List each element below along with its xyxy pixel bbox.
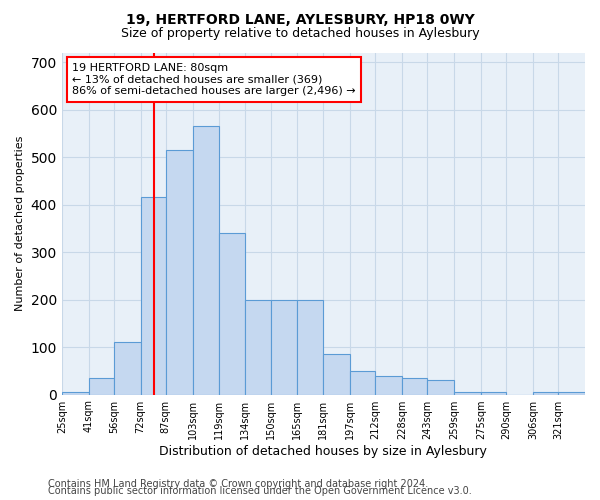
Bar xyxy=(350,371,376,394)
Text: 19, HERTFORD LANE, AYLESBURY, HP18 0WY: 19, HERTFORD LANE, AYLESBURY, HP18 0WY xyxy=(125,12,475,26)
Bar xyxy=(296,300,323,394)
Bar xyxy=(533,392,558,394)
Bar xyxy=(89,378,114,394)
Bar xyxy=(166,150,193,394)
Text: Contains public sector information licensed under the Open Government Licence v3: Contains public sector information licen… xyxy=(48,486,472,496)
Text: Contains HM Land Registry data © Crown copyright and database right 2024.: Contains HM Land Registry data © Crown c… xyxy=(48,479,428,489)
Bar xyxy=(402,378,427,394)
Bar xyxy=(220,233,245,394)
X-axis label: Distribution of detached houses by size in Aylesbury: Distribution of detached houses by size … xyxy=(160,444,487,458)
Text: Size of property relative to detached houses in Aylesbury: Size of property relative to detached ho… xyxy=(121,28,479,40)
Bar xyxy=(481,392,506,394)
Bar xyxy=(376,376,402,394)
Text: 19 HERTFORD LANE: 80sqm
← 13% of detached houses are smaller (369)
86% of semi-d: 19 HERTFORD LANE: 80sqm ← 13% of detache… xyxy=(72,63,356,96)
Bar xyxy=(454,392,481,394)
Bar xyxy=(140,198,166,394)
Bar xyxy=(427,380,454,394)
Bar xyxy=(62,392,89,394)
Bar xyxy=(271,300,296,394)
Bar xyxy=(114,342,140,394)
Bar xyxy=(193,126,220,394)
Y-axis label: Number of detached properties: Number of detached properties xyxy=(15,136,25,311)
Bar xyxy=(558,392,585,394)
Bar xyxy=(245,300,271,394)
Bar xyxy=(323,354,350,395)
